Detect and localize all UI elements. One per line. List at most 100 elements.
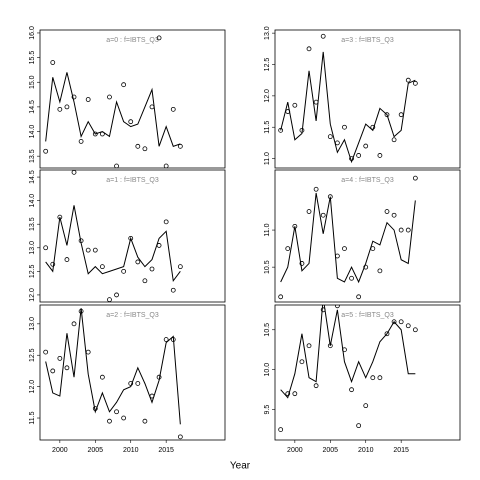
observed-point: [64, 365, 70, 371]
observed-point: [107, 297, 112, 302]
observed-point: [377, 153, 383, 158]
observed-point: [412, 327, 418, 333]
x-tick-label: 2015: [158, 447, 174, 454]
observed-point: [306, 46, 312, 52]
observed-point: [135, 143, 141, 149]
y-tick-label: 10.0: [264, 363, 271, 377]
observed-point: [412, 80, 418, 86]
observed-point: [285, 391, 291, 397]
observed-point: [43, 245, 49, 251]
observed-point: [170, 337, 176, 342]
observed-point: [85, 349, 91, 355]
y-tick-label: 10.5: [264, 323, 271, 337]
y-tick-label: 11.5: [29, 411, 36, 424]
y-tick-label: 12.0: [29, 288, 36, 302]
observed-point: [405, 77, 411, 83]
y-tick-label: 15.0: [29, 75, 36, 89]
observed-point: [391, 212, 397, 218]
panel-frame: [39, 169, 226, 303]
panel-frame: [274, 304, 461, 441]
observed-point: [327, 194, 333, 200]
observed-point: [170, 106, 176, 112]
observed-point: [50, 60, 56, 65]
observed-point: [177, 143, 183, 149]
observed-point: [292, 102, 298, 108]
plot-area: [278, 305, 418, 433]
observed-point: [163, 337, 169, 342]
observed-point: [349, 156, 354, 161]
panel: a=0 : f=IBTS_Q3 13.5 14.0 14.5 15.0 15.5 16.0: [29, 26, 226, 169]
observed-point: [128, 119, 134, 125]
y-tick-label: 9.5: [264, 405, 271, 415]
y-tick-label: 13.5: [29, 217, 36, 231]
observed-point: [163, 163, 169, 168]
y-tick-label: 10.5: [264, 260, 271, 274]
panel: a=5 : f=IBTS_Q3 9.5 10.0 10.5 2000 2005 2010 20…: [264, 304, 461, 454]
observed-point: [92, 131, 98, 137]
observed-point: [363, 143, 369, 149]
plot-area: [278, 33, 418, 164]
observed-point: [71, 321, 77, 327]
observed-point: [64, 257, 70, 262]
observed-point: [114, 292, 119, 298]
observed-point: [278, 294, 284, 300]
y-tick-label: 14.5: [29, 100, 36, 114]
y-tick-label: 11.5: [264, 121, 271, 134]
observed-point: [334, 253, 340, 259]
observed-point: [342, 124, 347, 130]
panel-title: a=0 : f=IBTS_Q3: [106, 37, 159, 44]
observed-point: [363, 403, 369, 409]
observed-point: [142, 418, 148, 424]
x-axis-label: Year: [230, 461, 251, 472]
observed-point: [71, 94, 77, 100]
observed-point: [313, 186, 319, 192]
observed-point: [99, 264, 105, 270]
observed-point: [334, 305, 340, 309]
y-tick-label: 11.0: [264, 152, 271, 165]
panel: a=1 : f=IBTS_Q3 12.0 12.5 13.0 13.5 14.0 14.5: [29, 169, 226, 303]
observed-point: [306, 209, 312, 214]
observed-point: [370, 375, 376, 381]
panel: a=3 : f=IBTS_Q3 11.0 11.5 12.0 12.5 13.0: [264, 26, 461, 169]
observed-point: [99, 374, 105, 380]
observed-point: [78, 238, 84, 244]
observed-point: [177, 264, 183, 270]
observed-point: [342, 347, 347, 353]
observed-point: [334, 140, 340, 146]
observed-point: [121, 268, 127, 274]
observed-point: [156, 243, 162, 248]
y-tick-label: 12.5: [29, 348, 36, 362]
panel: a=2 : f=IBTS_Q3 11.5 12.0 12.5 13.0 2000 2005 2…: [29, 304, 226, 454]
observed-point: [349, 275, 354, 281]
observed-point: [121, 82, 127, 88]
observed-point: [327, 343, 333, 349]
plot-area: [43, 170, 183, 302]
observed-point: [128, 235, 134, 241]
observed-point: [135, 259, 141, 265]
observed-point: [356, 423, 362, 429]
observed-point: [384, 331, 390, 337]
y-tick-label: 13.5: [29, 149, 36, 163]
observed-point: [149, 393, 155, 399]
y-tick-label: 12.0: [29, 380, 36, 394]
observed-point: [85, 247, 91, 253]
x-tick-label: 2015: [393, 447, 409, 454]
observed-point: [299, 359, 305, 365]
observed-point: [78, 308, 84, 314]
observed-point: [292, 391, 298, 397]
observed-point: [398, 227, 404, 233]
observed-point: [114, 163, 119, 168]
observed-point: [327, 134, 333, 140]
panel-title: a=1 : f=IBTS_Q3: [106, 177, 159, 184]
observed-point: [114, 409, 119, 415]
observed-point: [156, 35, 162, 41]
observed-point: [142, 146, 148, 152]
y-tick-label: 13.0: [264, 26, 271, 40]
fit-line: [280, 51, 416, 164]
observed-point: [278, 427, 284, 433]
observed-point: [292, 223, 298, 229]
observed-point: [57, 214, 63, 220]
observed-point: [92, 247, 98, 253]
observed-point: [320, 212, 326, 218]
observed-point: [377, 268, 383, 274]
